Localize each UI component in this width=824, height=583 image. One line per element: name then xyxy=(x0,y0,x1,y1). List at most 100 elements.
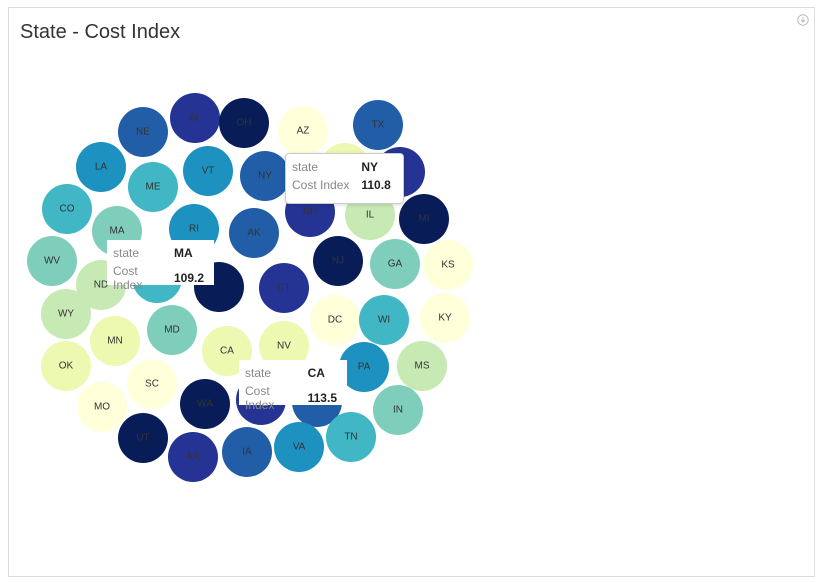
bubble-circle[interactable] xyxy=(219,98,269,148)
bubble-circle[interactable] xyxy=(41,341,91,391)
bubble-circle[interactable] xyxy=(41,289,91,339)
bubble-ny[interactable]: NY xyxy=(240,151,290,201)
bubble-label: TX xyxy=(372,120,385,131)
tooltip-cost-value: 110.8 xyxy=(361,178,391,192)
bubble-va[interactable]: VA xyxy=(274,422,324,472)
bubble-label: AK xyxy=(247,228,261,239)
bubble-circle[interactable] xyxy=(127,359,177,409)
bubble-ms[interactable]: MS xyxy=(397,341,447,391)
bubble-ks[interactable]: KS xyxy=(423,240,473,290)
bubble-circle[interactable] xyxy=(278,106,328,156)
bubble-az[interactable]: AZ xyxy=(278,106,328,156)
bubble-circle[interactable] xyxy=(42,184,92,234)
bubble-sc[interactable]: SC xyxy=(127,359,177,409)
bubble-in[interactable]: IN xyxy=(373,385,423,435)
bubble-label: UT xyxy=(136,433,149,444)
bubble-label: MI xyxy=(418,214,429,225)
bubble-label: WI xyxy=(378,315,390,326)
tooltip-cost-value: 113.5 xyxy=(307,391,337,405)
bubble-circle[interactable] xyxy=(420,293,470,343)
bubble-circle[interactable] xyxy=(240,151,290,201)
bubble-me[interactable]: ME xyxy=(128,162,178,212)
bubble-label: KY xyxy=(438,313,452,324)
bubble-wa[interactable]: WA xyxy=(180,379,230,429)
bubble-circle[interactable] xyxy=(339,342,389,392)
bubble-label: MS xyxy=(415,361,430,372)
bubble-mi[interactable]: MI xyxy=(399,194,449,244)
bubble-wi[interactable]: WI xyxy=(359,295,409,345)
bubble-ak[interactable]: AK xyxy=(229,208,279,258)
tooltip-key-state: state xyxy=(292,160,319,174)
bubble-mn[interactable]: MN xyxy=(90,316,140,366)
bubble-circle[interactable] xyxy=(128,162,178,212)
bubble-oh[interactable]: OH xyxy=(219,98,269,148)
download-icon[interactable] xyxy=(797,14,809,26)
bubble-tx[interactable]: TX xyxy=(353,100,403,150)
bubble-circle[interactable] xyxy=(183,146,233,196)
bubble-label: MN xyxy=(107,336,123,347)
bubble-label: WY xyxy=(58,309,74,320)
bubble-circle[interactable] xyxy=(326,412,376,462)
bubble-md[interactable]: MD xyxy=(147,305,197,355)
bubble-circle[interactable] xyxy=(229,208,279,258)
bubble-label: IL xyxy=(366,210,375,221)
bubble-vt[interactable]: VT xyxy=(183,146,233,196)
bubble-circle[interactable] xyxy=(170,93,220,143)
tooltip-key-cost-index: Cost Index xyxy=(113,264,143,292)
bubble-label: ND xyxy=(94,280,108,291)
bubble-label: PA xyxy=(358,362,371,373)
bubble-ut[interactable]: UT xyxy=(118,413,168,463)
bubble-ky[interactable]: KY xyxy=(420,293,470,343)
bubble-ok[interactable]: OK xyxy=(41,341,91,391)
tooltip-key-state: state xyxy=(113,246,140,260)
bubble-circle[interactable] xyxy=(90,316,140,366)
bubble-label: OK xyxy=(59,361,74,372)
bubble-ga[interactable]: GA xyxy=(370,239,420,289)
bubble-circle[interactable] xyxy=(399,194,449,244)
bubble-nv[interactable]: NV xyxy=(259,321,309,371)
bubble-circle[interactable] xyxy=(310,295,360,345)
bubble-circle[interactable] xyxy=(168,432,218,482)
bubble-wy[interactable]: WY xyxy=(41,289,91,339)
bubble-al[interactable]: AL xyxy=(170,93,220,143)
bubble-label: MA xyxy=(110,226,125,237)
bubble-circle[interactable] xyxy=(259,263,309,313)
bubble-circle[interactable] xyxy=(423,240,473,290)
tooltip-state-value: CA xyxy=(307,366,325,380)
bubble-circle[interactable] xyxy=(147,305,197,355)
bubble-circle[interactable] xyxy=(373,385,423,435)
bubble-circle[interactable] xyxy=(118,413,168,463)
bubble-circle[interactable] xyxy=(259,321,309,371)
bubble-dc[interactable]: DC xyxy=(310,295,360,345)
bubble-circle[interactable] xyxy=(397,341,447,391)
tooltip-cost-value: 109.2 xyxy=(173,271,204,285)
bubble-ar[interactable]: AR xyxy=(168,432,218,482)
bubble-tn[interactable]: TN xyxy=(326,412,376,462)
bubble-co[interactable]: CO xyxy=(42,184,92,234)
bubble-circle[interactable] xyxy=(180,379,230,429)
bubble-label: SC xyxy=(145,379,159,390)
bubble-circle[interactable] xyxy=(370,239,420,289)
bubble-ia[interactable]: IA xyxy=(222,427,272,477)
tooltip-key-cost-index: Cost Index xyxy=(245,384,275,412)
bubble-ct[interactable]: CT xyxy=(259,263,309,313)
bubble-circle[interactable] xyxy=(313,236,363,286)
bubble-label: IN xyxy=(393,405,403,416)
bubble-pa[interactable]: PA xyxy=(339,342,389,392)
bubble-la[interactable]: LA xyxy=(76,142,126,192)
tooltip-key-cost-index: Cost Index xyxy=(292,178,350,192)
bubble-circle[interactable] xyxy=(222,427,272,477)
bubble-circle[interactable] xyxy=(118,107,168,157)
bubble-circle[interactable] xyxy=(27,236,77,286)
bubble-wv[interactable]: WV xyxy=(27,236,77,286)
bubble-circle[interactable] xyxy=(359,295,409,345)
bubble-label: LA xyxy=(95,162,108,173)
bubble-circle[interactable] xyxy=(77,382,127,432)
bubble-mo[interactable]: MO xyxy=(77,382,127,432)
bubble-ne[interactable]: NE xyxy=(118,107,168,157)
bubble-nj[interactable]: NJ xyxy=(313,236,363,286)
bubble-circle[interactable] xyxy=(76,142,126,192)
bubble-circle[interactable] xyxy=(274,422,324,472)
bubble-circle[interactable] xyxy=(353,100,403,150)
bubble-label: WA xyxy=(197,399,213,410)
